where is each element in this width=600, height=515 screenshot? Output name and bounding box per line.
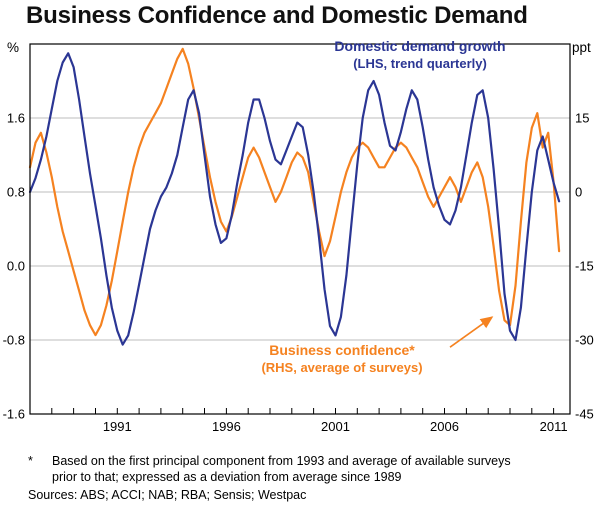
svg-text:0.0: 0.0 [7,259,25,274]
chart-title: Business Confidence and Domestic Demand [26,2,528,29]
rhs-unit-label: ppt [572,40,591,55]
svg-text:0: 0 [575,185,582,200]
confidence-line [28,47,561,337]
confidence-annotation: Business confidence* (RHS, average of su… [222,342,462,376]
demand-line [28,52,561,346]
plot-border [29,43,571,415]
demand-label: Domestic demand growth [334,38,506,54]
sources-line: Sources: ABS; ACCI; NAB; RBA; Sensis; We… [28,488,307,502]
svg-text:0.8: 0.8 [7,185,25,200]
svg-text:-30: -30 [575,333,594,348]
footnote: * Based on the first principal component… [28,454,533,485]
svg-text:1.6: 1.6 [7,111,25,126]
svg-text:2011: 2011 [540,419,568,434]
lhs-unit-label: % [6,40,19,55]
svg-text:-45: -45 [575,407,594,422]
demand-annotation: Domestic demand growth (LHS, trend quart… [285,38,555,72]
svg-text:2001: 2001 [321,419,350,434]
svg-text:2006: 2006 [430,419,459,434]
svg-text:1991: 1991 [103,419,132,434]
confidence-label: Business confidence* [269,342,415,358]
axis-tick-labels: 1.6 0.8 0.0 -0.8 -1.6 15 0 -15 -30 -45 1991 1996 200… [3,111,594,435]
confidence-arrow [449,316,494,348]
x-axis-ticks [29,408,555,414]
svg-text:-15: -15 [575,259,594,274]
footnote-marker: * [28,454,33,468]
demand-sublabel: (LHS, trend quarterly) [353,56,487,71]
svg-text:15: 15 [575,111,589,126]
svg-text:1996: 1996 [212,419,241,434]
svg-text:-1.6: -1.6 [3,407,25,422]
footnote-text: Based on the first principal component f… [52,454,511,484]
confidence-sublabel: (RHS, average of surveys) [261,360,423,375]
svg-text:-0.8: -0.8 [3,333,25,348]
